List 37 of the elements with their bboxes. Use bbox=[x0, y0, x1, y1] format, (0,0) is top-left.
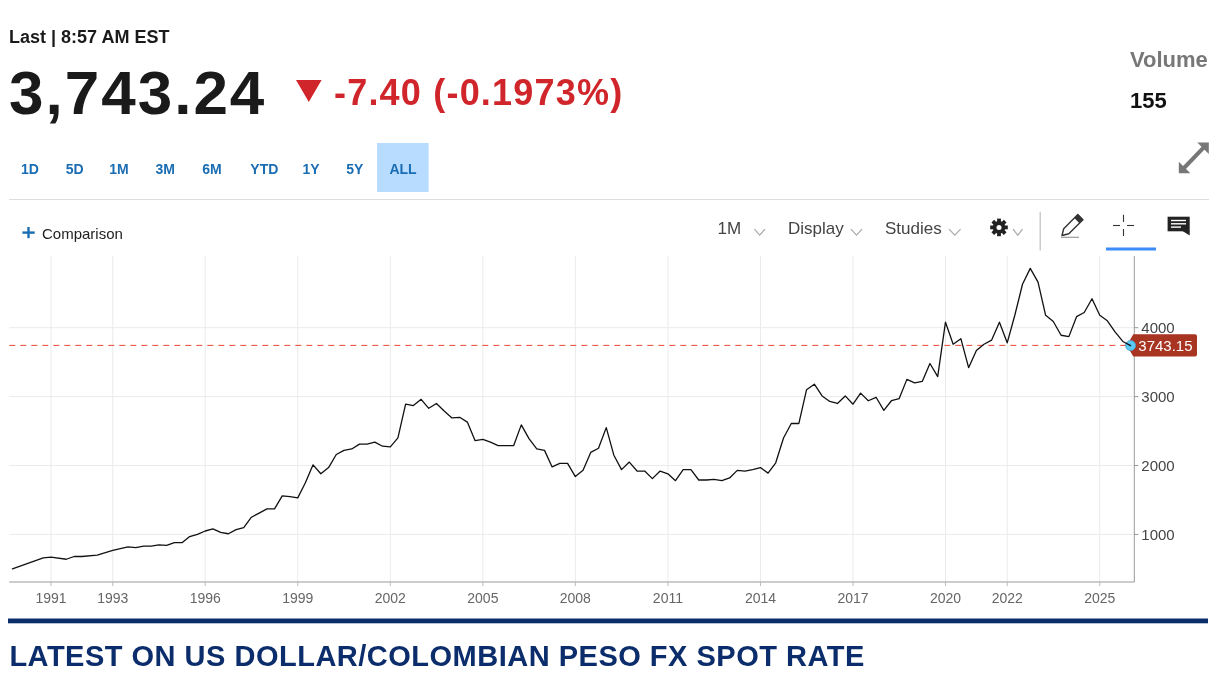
x-tick-label: 2008 bbox=[559, 590, 592, 607]
text: 6M bbox=[202, 160, 222, 177]
x-tick-label: 2002 bbox=[374, 590, 407, 607]
text: 3M bbox=[155, 160, 176, 177]
y-tick-label: 3000 bbox=[1141, 387, 1175, 405]
x-tick-label: 2014 bbox=[744, 590, 777, 607]
chart-subtitle: Last | 8:57 AM EST bbox=[9, 27, 170, 48]
text: ALL bbox=[389, 160, 418, 177]
text: 155 bbox=[1130, 88, 1167, 113]
text: Studies bbox=[885, 218, 942, 238]
x-tick-label: 1993 bbox=[97, 590, 129, 607]
text: 3,743.24 bbox=[9, 58, 267, 127]
text: 1M bbox=[109, 160, 129, 177]
x-tick-label: 1999 bbox=[282, 590, 314, 607]
text: Comparison bbox=[42, 225, 123, 242]
x-tick-label: 2022 bbox=[991, 590, 1023, 607]
text: 5Y bbox=[346, 160, 364, 177]
x-tick-label: 2020 bbox=[929, 590, 962, 607]
x-tick-label: 2025 bbox=[1084, 590, 1116, 607]
x-tick-label: 2005 bbox=[467, 590, 499, 607]
text: Volume bbox=[1130, 46, 1208, 72]
text: 1Y bbox=[302, 160, 321, 177]
x-tick-label: 2017 bbox=[837, 590, 869, 607]
text: LATEST ON US DOLLAR/COLOMBIAN PESO FX SPOT RATE bbox=[9, 639, 865, 672]
text: Display bbox=[788, 218, 845, 238]
x-tick-label: 1996 bbox=[189, 590, 221, 607]
text: YTD bbox=[250, 160, 279, 177]
text: 1M bbox=[717, 218, 742, 238]
y-tick-label: 4000 bbox=[1141, 318, 1175, 336]
ref-line-label: 3743.15 bbox=[1138, 336, 1193, 354]
text: 5D bbox=[65, 160, 84, 177]
y-tick-label: 2000 bbox=[1141, 456, 1175, 474]
text: -7.40 (-0.1973%) bbox=[334, 72, 624, 113]
text: 1D bbox=[21, 160, 39, 177]
x-tick-label: 2011 bbox=[652, 590, 684, 607]
y-tick-label: 1000 bbox=[1141, 525, 1175, 543]
x-tick-label: 1991 bbox=[35, 590, 67, 607]
